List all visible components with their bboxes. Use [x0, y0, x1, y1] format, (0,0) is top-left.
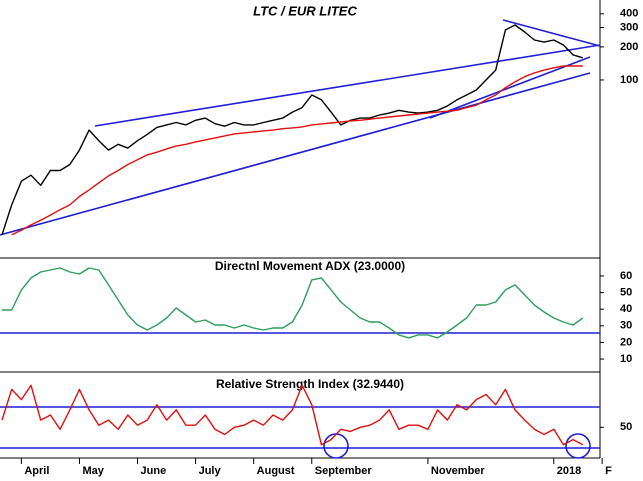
y-tick-label: 400 [620, 8, 638, 20]
highlight-circle [565, 433, 591, 459]
x-tick-label: September [315, 465, 373, 477]
y-tick-label: 20 [620, 336, 632, 348]
series-line [1, 24, 584, 236]
trend-line [94, 44, 601, 127]
y-tick-label: 40 [620, 303, 632, 315]
x-tick-label: 2018 [557, 465, 581, 477]
series-line [2, 267, 584, 339]
panel-title: Relative Strength Index (32.9440) [216, 377, 404, 391]
y-tick-label: 60 [620, 270, 632, 282]
y-tick-label: 300 [620, 21, 638, 33]
x-tick-label: April [24, 465, 49, 477]
x-tick-label: May [82, 465, 104, 477]
chart-title: LTC / EUR LITEC [253, 3, 357, 18]
panel-title: Directnl Movement ADX (23.0000) [215, 259, 405, 273]
trend-line [429, 56, 591, 119]
trend-line [0, 72, 591, 236]
y-tick-label: 50 [620, 421, 632, 433]
highlight-circle [323, 433, 349, 459]
x-tick-label: June [141, 465, 167, 477]
y-tick-label: 10 [620, 353, 632, 365]
series-line [1, 384, 584, 446]
x-tick-label: November [431, 465, 486, 477]
trend-lines [0, 19, 601, 459]
series-line [11, 65, 583, 236]
y-tick-label: 50 [620, 286, 632, 298]
trend-line [502, 19, 601, 47]
y-tick-label: 30 [620, 320, 632, 332]
x-tick-label: July [199, 465, 222, 477]
y-tick-label: 200 [620, 41, 638, 53]
y-tick-label: 100 [620, 74, 638, 86]
x-tick-label: F [605, 465, 612, 477]
x-tick-label: August [257, 465, 295, 477]
